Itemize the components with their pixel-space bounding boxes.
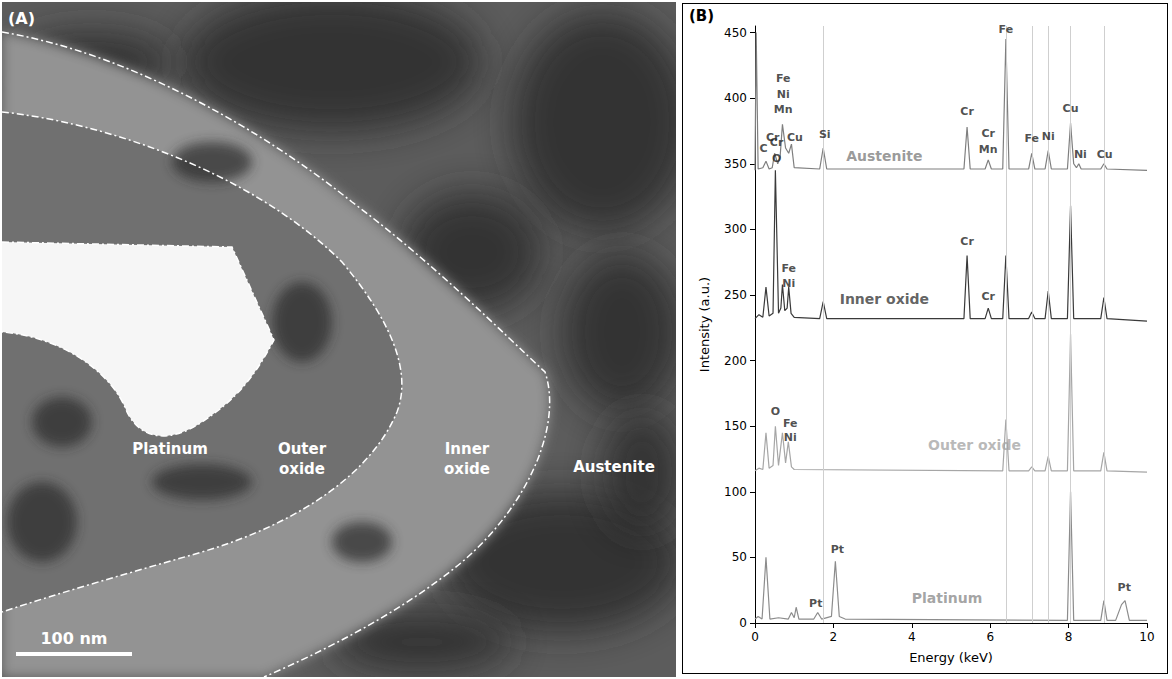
- svg-text:O: O: [771, 405, 780, 418]
- svg-text:Inner: Inner: [445, 440, 490, 458]
- svg-text:Cu: Cu: [1097, 148, 1113, 161]
- svg-text:Cr: Cr: [960, 235, 974, 248]
- svg-text:C: C: [759, 141, 768, 155]
- svg-text:Fe: Fe: [781, 262, 796, 275]
- svg-text:400: 400: [724, 91, 747, 105]
- svg-text:Si: Si: [819, 128, 831, 141]
- svg-text:Fe: Fe: [776, 72, 791, 85]
- svg-text:Cr: Cr: [960, 105, 974, 118]
- svg-text:Mn: Mn: [979, 143, 998, 156]
- svg-text:Fe: Fe: [783, 417, 798, 430]
- svg-text:Cu: Cu: [787, 131, 803, 144]
- svg-text:Platinum: Platinum: [912, 590, 983, 606]
- svg-text:Outer oxide: Outer oxide: [928, 437, 1021, 453]
- html-text:(B): (B): [689, 7, 715, 25]
- svg-text:Outer: Outer: [278, 440, 327, 458]
- svg-text:oxide: oxide: [279, 460, 325, 478]
- svg-text:Energy (keV): Energy (keV): [909, 650, 993, 665]
- svg-text:Platinum: Platinum: [132, 440, 208, 458]
- svg-text:Cu: Cu: [1063, 102, 1079, 115]
- svg-text:4: 4: [908, 630, 916, 644]
- svg-text:10: 10: [1139, 630, 1154, 644]
- svg-text:Austenite: Austenite: [573, 458, 655, 476]
- svg-text:100 nm: 100 nm: [40, 629, 107, 648]
- svg-text:6: 6: [986, 630, 994, 644]
- svg-text:Pt: Pt: [809, 597, 822, 610]
- svg-text:Pt: Pt: [1118, 581, 1131, 594]
- svg-text:200: 200: [724, 354, 747, 368]
- svg-text:250: 250: [724, 288, 747, 302]
- svg-text:Inner oxide: Inner oxide: [840, 291, 929, 307]
- svg-text:Fe: Fe: [999, 23, 1014, 36]
- svg-text:(A): (A): [8, 9, 35, 28]
- svg-text:100: 100: [724, 485, 747, 499]
- svg-text:150: 150: [724, 419, 747, 433]
- svg-text:Pt: Pt: [831, 543, 844, 556]
- svg-text:O: O: [772, 152, 781, 165]
- svg-text:Ni: Ni: [784, 431, 797, 444]
- svg-text:0: 0: [751, 630, 759, 644]
- svg-text:Intensity (a.u.): Intensity (a.u.): [697, 277, 712, 372]
- svg-text:Cr: Cr: [981, 127, 995, 140]
- svg-text:Ni: Ni: [1074, 148, 1087, 161]
- svg-text:Fe: Fe: [1024, 132, 1039, 145]
- svg-text:0: 0: [739, 616, 747, 630]
- svg-text:Austenite: Austenite: [846, 148, 922, 164]
- svg-text:300: 300: [724, 222, 747, 236]
- svg-text:Ni: Ni: [1042, 130, 1055, 143]
- svg-text:Ni: Ni: [782, 277, 795, 290]
- svg-text:oxide: oxide: [444, 460, 490, 478]
- svg-text:450: 450: [724, 26, 747, 40]
- svg-text:50: 50: [732, 550, 747, 564]
- svg-text:Cr: Cr: [981, 290, 995, 303]
- svg-text:Cr: Cr: [770, 136, 784, 149]
- svg-text:350: 350: [724, 157, 747, 171]
- svg-text:2: 2: [830, 630, 838, 644]
- svg-text:Ni: Ni: [777, 88, 790, 101]
- svg-text:Mn: Mn: [774, 103, 793, 116]
- svg-text:8: 8: [1065, 630, 1073, 644]
